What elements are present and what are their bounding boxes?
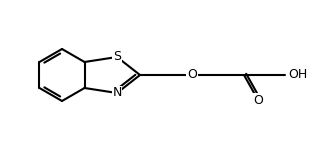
Text: OH: OH [288,68,307,81]
Text: O: O [253,94,263,106]
Text: O: O [187,68,197,81]
Text: N: N [112,87,122,100]
Text: S: S [113,51,121,63]
